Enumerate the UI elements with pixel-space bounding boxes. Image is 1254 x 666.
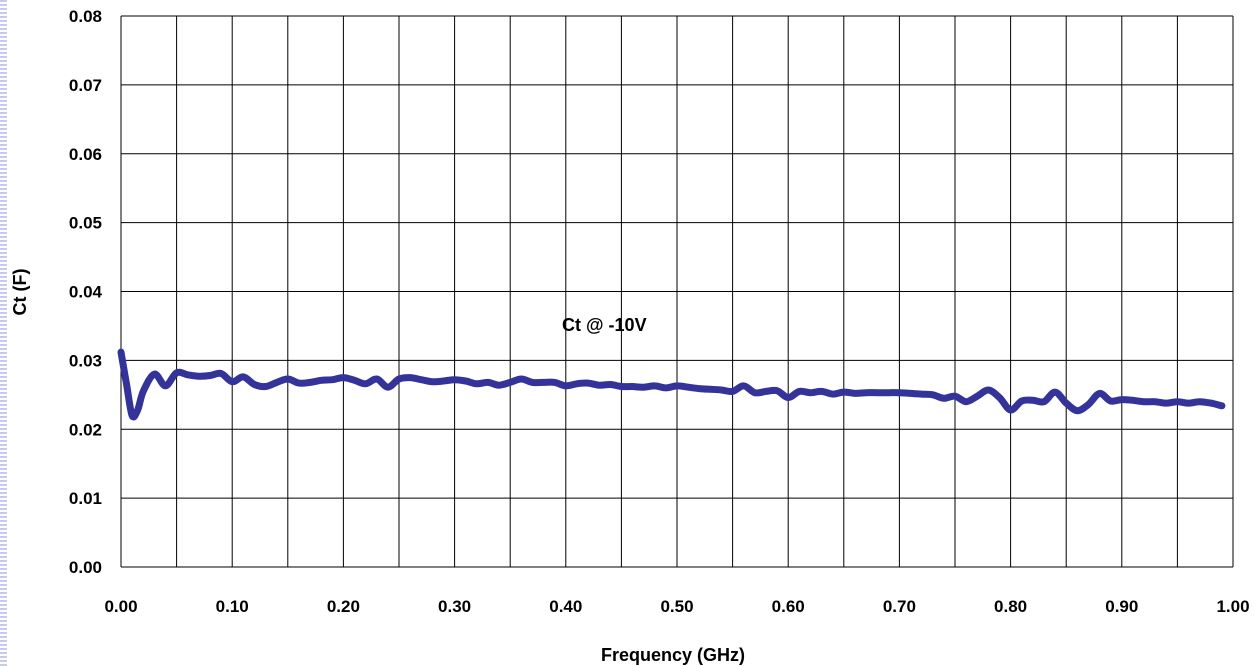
x-tick-label: 0.70	[883, 597, 916, 616]
y-tick-label: 0.05	[69, 214, 102, 233]
x-tick-label: 0.90	[1105, 597, 1138, 616]
y-tick-label: 0.04	[69, 283, 103, 302]
series-annotation: Ct @ -10V	[562, 315, 647, 335]
x-tick-label: 0.80	[994, 597, 1027, 616]
x-tick-label: 0.10	[216, 597, 249, 616]
y-tick-label: 0.01	[69, 489, 102, 508]
y-tick-label: 0.00	[69, 558, 102, 577]
y-tick-label: 0.08	[69, 7, 102, 26]
x-tick-label: 0.00	[104, 597, 137, 616]
y-tick-label: 0.02	[69, 420, 102, 439]
y-tick-label: 0.03	[69, 351, 102, 370]
left-edge-pattern	[0, 0, 7, 666]
y-tick-label: 0.06	[69, 145, 102, 164]
y-axis-title: Ct (F)	[10, 269, 30, 316]
series-group	[117, 348, 1226, 421]
x-tick-label: 0.20	[327, 597, 360, 616]
plot-grid	[120, 15, 1234, 568]
x-tick-labels: 0.00 0.10 0.20 0.30 0.40 0.50 0.60 0.70 0.80 0.90…	[104, 597, 1249, 616]
x-axis-title: Frequency (GHz)	[601, 645, 745, 665]
y-tick-label: 0.07	[69, 76, 102, 95]
x-tick-label: 0.60	[772, 597, 805, 616]
y-tick-labels: 0.00 0.01 0.02 0.03 0.04 0.05 0.06 0.07 0.08	[69, 7, 103, 577]
x-tick-label: 0.30	[438, 597, 471, 616]
x-tick-label: 0.40	[549, 597, 582, 616]
series-line	[117, 348, 1226, 421]
x-tick-label: 1.00	[1216, 597, 1249, 616]
x-tick-label: 0.50	[660, 597, 693, 616]
